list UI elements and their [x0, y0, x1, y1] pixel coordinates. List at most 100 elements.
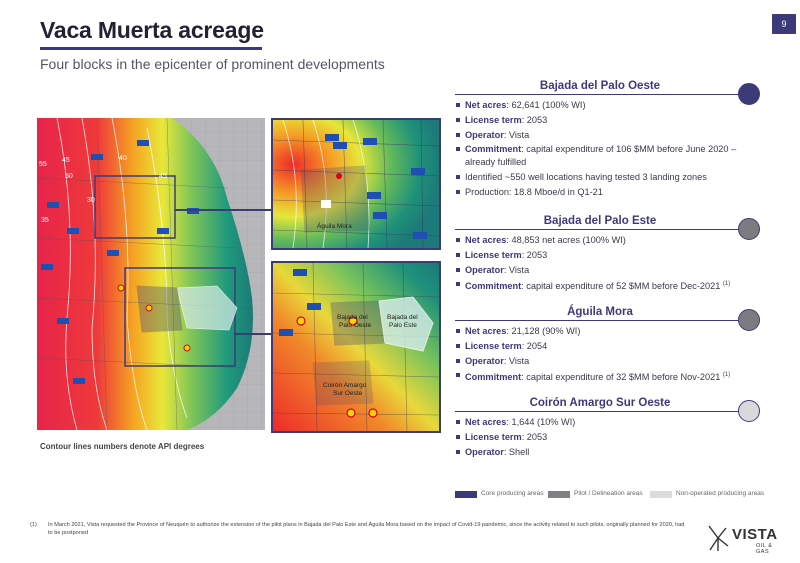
bullet-text: Identified ~550 well locations having te… — [465, 171, 707, 182]
list-item: Commitment: capital expenditure of 52 $M… — [455, 278, 750, 293]
page-subtitle: Four blocks in the epicenter of prominen… — [40, 56, 385, 72]
page-title: Vaca Muerta acreage — [40, 17, 264, 43]
bullet-text: : capital expenditure of 106 $MM before … — [465, 144, 737, 167]
list-item: Production: 18.8 Mboe/d in Q1-21 — [455, 186, 750, 199]
inset-label-bajada-oeste-2: Palo Oeste — [339, 322, 372, 329]
list-item: Commitment: capital expenditure of 32 $M… — [455, 369, 750, 384]
bullet-key: Commitment — [465, 372, 522, 383]
footnote-ref: (1) — [722, 281, 731, 288]
bullet-text: : 21,128 (90% WI) — [506, 326, 581, 336]
bullet-text: : Vista — [503, 355, 530, 366]
inset-label-bajada-este-1: Bajada del — [387, 314, 418, 321]
inset-map-bajada-del-palo: Bajada del Palo Oeste Bajada del Palo Es… — [271, 261, 441, 433]
contour-label: 55 — [39, 161, 47, 168]
bullet-key: License term — [465, 249, 522, 260]
block-bullets: Net acres: 48,853 net acres (100% WI) Li… — [455, 234, 750, 295]
inset-map-aguila-mora-graphic: Águila Mora — [273, 120, 439, 248]
block-marker-circle — [738, 309, 760, 331]
list-item: License term: 2053 — [455, 114, 750, 127]
bullet-key: Commitment — [465, 281, 522, 292]
connector-line-top — [175, 209, 271, 211]
inset-label-aguila-mora: Águila Mora — [317, 221, 352, 230]
bullet-text: : Shell — [503, 446, 530, 457]
block-bullets: Net acres: 21,128 (90% WI) License term:… — [455, 325, 750, 386]
inset-map-bajada-del-palo-graphic: Bajada del Palo Oeste Bajada del Palo Es… — [273, 263, 439, 431]
page-number: 9 — [772, 14, 796, 34]
block-rule — [455, 229, 740, 230]
inset-label-coiron-1: Coirón Amargo — [323, 382, 367, 389]
legend-swatch — [455, 491, 477, 498]
legend-swatch — [650, 491, 672, 498]
contour-label: 30 — [87, 197, 95, 204]
bullet-key: Net acres — [465, 326, 507, 336]
block-title: Coirón Amargo Sur Oeste — [529, 397, 671, 409]
list-item: Operator: Vista — [455, 264, 750, 277]
main-map: 45 40 50 55 35 30 45 — [37, 118, 265, 430]
bullet-key: Net acres — [465, 235, 507, 245]
block-marker-circle — [738, 400, 760, 422]
bullet-text: : Vista — [503, 264, 530, 275]
list-item: Commitment: capital expenditure of 106 $… — [455, 143, 750, 168]
list-item: Operator: Vista — [455, 355, 750, 368]
block-title: Águila Mora — [567, 306, 633, 318]
bullet-key: Operator — [465, 446, 504, 457]
legend-swatch — [548, 491, 570, 498]
logo-subtext: OIL & GAS — [756, 543, 773, 555]
bullet-text: : 2053 — [521, 249, 548, 260]
block-rule — [455, 320, 740, 321]
footnote-text: In March 2021, Vista requested the Provi… — [48, 522, 685, 536]
bullet-text: : 1,644 (10% WI) — [506, 417, 576, 427]
bullet-text: : 48,853 net acres (100% WI) — [506, 235, 626, 245]
logo-wordmark: VISTA — [732, 526, 778, 543]
block-title: Bajada del Palo Oeste — [539, 80, 661, 92]
footnote-mark: (1) — [30, 522, 37, 528]
legend-label: Pilot / Delineation areas — [574, 490, 643, 497]
inset-map-aguila-mora: Águila Mora — [271, 118, 441, 250]
bullet-key: License term — [465, 431, 522, 442]
block-title: Bajada del Palo Este — [543, 215, 657, 227]
contour-label: 40 — [119, 155, 127, 162]
contour-label: 50 — [65, 173, 73, 180]
contour-label: 45 — [159, 173, 167, 180]
bullet-key: Operator — [465, 264, 504, 275]
bullet-text: : 2053 — [521, 431, 548, 442]
inset-label-bajada-este-2: Palo Este — [389, 322, 417, 329]
list-item: Net acres: 62,641 (100% WI) — [455, 99, 750, 112]
bullet-text: : 2053 — [521, 114, 548, 125]
bullet-text: Production: 18.8 Mboe/d in Q1-21 — [465, 186, 603, 197]
block-bullets: Net acres: 62,641 (100% WI) License term… — [455, 99, 750, 200]
contour-label: 45 — [62, 157, 70, 164]
bullet-text: : Vista — [503, 129, 530, 140]
block-rule — [455, 411, 740, 412]
list-item: Net acres: 48,853 net acres (100% WI) — [455, 234, 750, 247]
list-item: Operator: Vista — [455, 129, 750, 142]
bullet-text: : 2054 — [521, 340, 548, 351]
block-bullets: Net acres: 1,644 (10% WI) License term: … — [455, 416, 750, 460]
title-underline — [40, 47, 262, 50]
vista-logo: VISTA OIL & GAS — [706, 524, 786, 555]
block-rule — [455, 94, 740, 95]
legend-label: Core producing areas — [481, 490, 544, 497]
inset-label-bajada-oeste-1: Bajada del — [337, 314, 368, 321]
connector-line-bottom — [234, 333, 271, 335]
list-item: Identified ~550 well locations having te… — [455, 171, 750, 184]
bullet-key: License term — [465, 114, 522, 125]
bullet-key: Operator — [465, 355, 504, 366]
block-marker-circle — [738, 218, 760, 240]
bullet-text: : capital expenditure of 32 $MM before N… — [521, 372, 723, 383]
block-marker-circle — [738, 83, 760, 105]
footnote-ref: (1) — [722, 372, 731, 379]
map-caption: Contour lines numbers denote API degrees — [40, 442, 205, 451]
legend-label: Non-operated producing areas — [676, 490, 765, 497]
contour-label: 35 — [41, 217, 49, 224]
list-item: License term: 2053 — [455, 249, 750, 262]
bullet-text: : 62,641 (100% WI) — [506, 100, 586, 110]
vista-logo-icon — [708, 525, 729, 551]
bullet-key: Operator — [465, 129, 504, 140]
list-item: Net acres: 1,644 (10% WI) — [455, 416, 750, 429]
inset-label-coiron-2: Sur Oeste — [333, 390, 363, 397]
bullet-text: : capital expenditure of 52 $MM before D… — [521, 281, 723, 292]
list-item: Net acres: 21,128 (90% WI) — [455, 325, 750, 338]
main-map-graphic: 45 40 50 55 35 30 45 — [37, 118, 265, 430]
list-item: License term: 2054 — [455, 340, 750, 353]
